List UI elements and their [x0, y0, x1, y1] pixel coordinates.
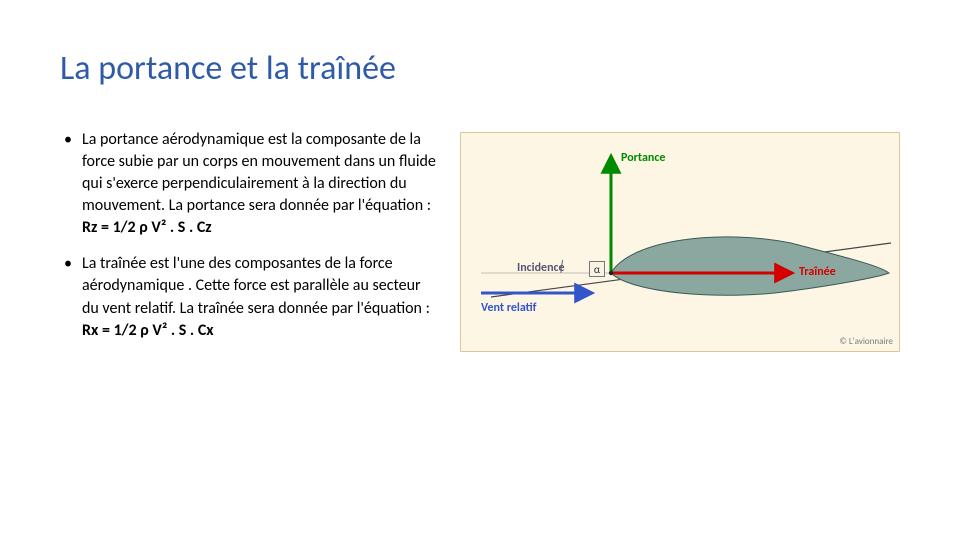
equation-rx: Rx = 1/2 ρ V² . S . Cx — [82, 321, 214, 340]
figure-column: Portance Traînée Incidence Vent relatif … — [460, 129, 900, 356]
slide: La portance et la traînée La portance aé… — [0, 0, 960, 540]
content-row: La portance aérodynamique est la composa… — [60, 129, 900, 356]
figure-watermark: © L'avionnaire — [839, 336, 893, 347]
page-title: La portance et la traînée — [60, 48, 900, 89]
figure-svg — [461, 133, 901, 353]
bullet-body: La portance aérodynamique est la composa… — [82, 130, 436, 215]
origin-dot — [609, 271, 613, 275]
label-vent: Vent relatif — [481, 301, 536, 315]
text-column: La portance aérodynamique est la composa… — [60, 129, 436, 356]
bullet-body: La traînée est l'une des composantes de … — [82, 254, 430, 317]
airfoil-shape — [611, 237, 889, 295]
label-trainee: Traînée — [799, 265, 836, 279]
list-item: La traînée est l'une des composantes de … — [60, 253, 436, 341]
equation-rz: Rz = 1/2 ρ V² . S . Cz — [82, 218, 212, 237]
aerodynamics-figure: Portance Traînée Incidence Vent relatif … — [460, 132, 900, 352]
bullet-list: La portance aérodynamique est la composa… — [60, 129, 436, 342]
label-alpha: α — [589, 261, 605, 277]
label-portance: Portance — [621, 151, 665, 165]
label-incidence: Incidence — [517, 261, 565, 275]
list-item: La portance aérodynamique est la composa… — [60, 129, 436, 239]
